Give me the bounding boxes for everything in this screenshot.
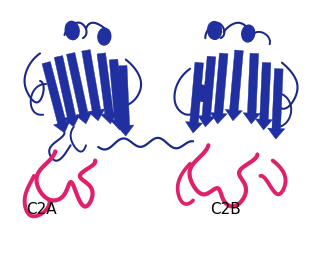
Polygon shape [117,65,134,136]
Polygon shape [97,53,118,124]
Polygon shape [210,53,228,124]
Ellipse shape [98,28,111,45]
Ellipse shape [242,25,255,42]
Ellipse shape [208,22,221,39]
Polygon shape [198,56,216,127]
Polygon shape [268,69,285,139]
Polygon shape [243,53,260,124]
Polygon shape [225,50,243,121]
Text: C2B: C2B [210,202,241,217]
Polygon shape [54,55,80,127]
Polygon shape [109,59,127,130]
Polygon shape [67,53,92,124]
Text: C2A: C2A [26,202,57,217]
Polygon shape [255,62,273,130]
Ellipse shape [196,85,209,102]
Polygon shape [186,62,203,133]
Polygon shape [82,50,105,121]
Ellipse shape [65,21,79,40]
Polygon shape [42,62,70,133]
